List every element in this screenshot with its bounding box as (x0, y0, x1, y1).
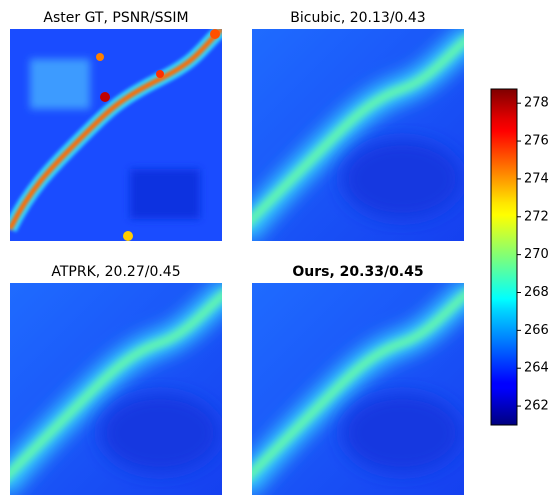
tick-label: 274 (524, 171, 549, 186)
tick-label: 266 (524, 323, 549, 338)
tick-label: 264 (524, 361, 549, 376)
image-atprk (0, 283, 232, 495)
panel-title: ATPRK, 20.27/0.45 (51, 264, 180, 280)
tick-label: 268 (524, 285, 549, 300)
tick-label: 272 (524, 209, 549, 224)
panel-title: Aster GT, PSNR/SSIM (43, 10, 188, 26)
panel-title: Ours, 20.33/0.45 (292, 264, 423, 280)
panel-title: Bicubic, 20.13/0.43 (290, 10, 425, 26)
tick-label: 276 (524, 134, 549, 149)
image-gt (10, 29, 222, 241)
tick-label: 278 (524, 96, 549, 111)
image-bicubic (242, 29, 474, 241)
image-ours (242, 283, 474, 495)
tick-label: 270 (524, 247, 549, 262)
colorbar (490, 88, 518, 426)
tick-label: 262 (524, 399, 549, 414)
